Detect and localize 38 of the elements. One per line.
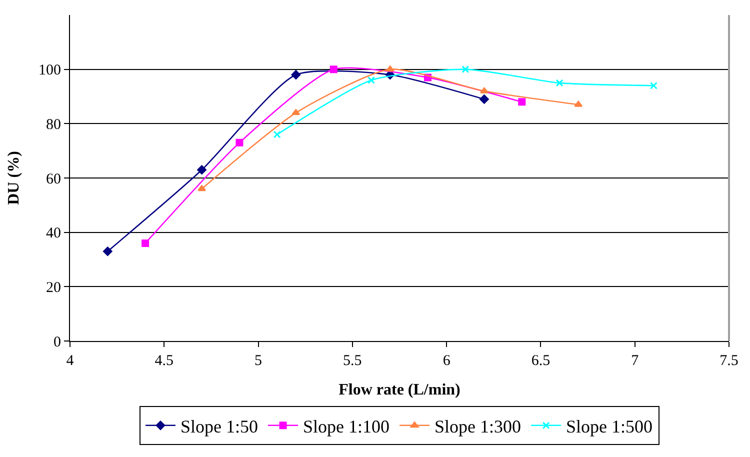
point xyxy=(480,94,489,104)
x-tick-label: 4.5 xyxy=(154,353,174,369)
legend-label: Slope 1:300 xyxy=(434,416,522,436)
point xyxy=(292,109,300,116)
point xyxy=(650,82,658,90)
point xyxy=(142,239,150,247)
x-tick-label: 7.5 xyxy=(720,353,738,369)
point xyxy=(198,185,206,192)
legend-label: Slope 1:50 xyxy=(180,416,258,436)
point xyxy=(574,100,583,107)
y-tick-label: 0 xyxy=(54,334,61,350)
x-axis-title: Flow rate (L/min) xyxy=(338,382,460,399)
legend-label: Slope 1:500 xyxy=(566,416,653,436)
point xyxy=(480,87,488,94)
x-tick-label: 5 xyxy=(254,353,262,369)
y-tick-label: 80 xyxy=(46,116,61,133)
point xyxy=(518,98,526,106)
point xyxy=(462,66,470,74)
point xyxy=(330,66,338,74)
legend-label: Slope 1:100 xyxy=(303,416,390,436)
y-tick-label: 20 xyxy=(46,280,61,296)
x-tick-label: 6 xyxy=(442,353,451,369)
point xyxy=(386,66,394,72)
point xyxy=(556,79,564,87)
point xyxy=(236,138,244,146)
point xyxy=(368,76,376,84)
point xyxy=(273,130,281,138)
x-tick-label: 4 xyxy=(66,353,74,369)
y-tick-label: 60 xyxy=(46,171,61,188)
x-tick-label: 5.5 xyxy=(343,353,362,369)
point xyxy=(291,70,301,80)
point xyxy=(197,165,206,174)
x-tick-label: 6.5 xyxy=(531,353,550,369)
y-tick-label: 100 xyxy=(38,62,61,79)
y-tick-label: 40 xyxy=(46,226,61,242)
x-tick-label: 7 xyxy=(631,353,640,369)
point xyxy=(103,246,112,256)
y-axis-title: DU (%) xyxy=(5,151,22,205)
